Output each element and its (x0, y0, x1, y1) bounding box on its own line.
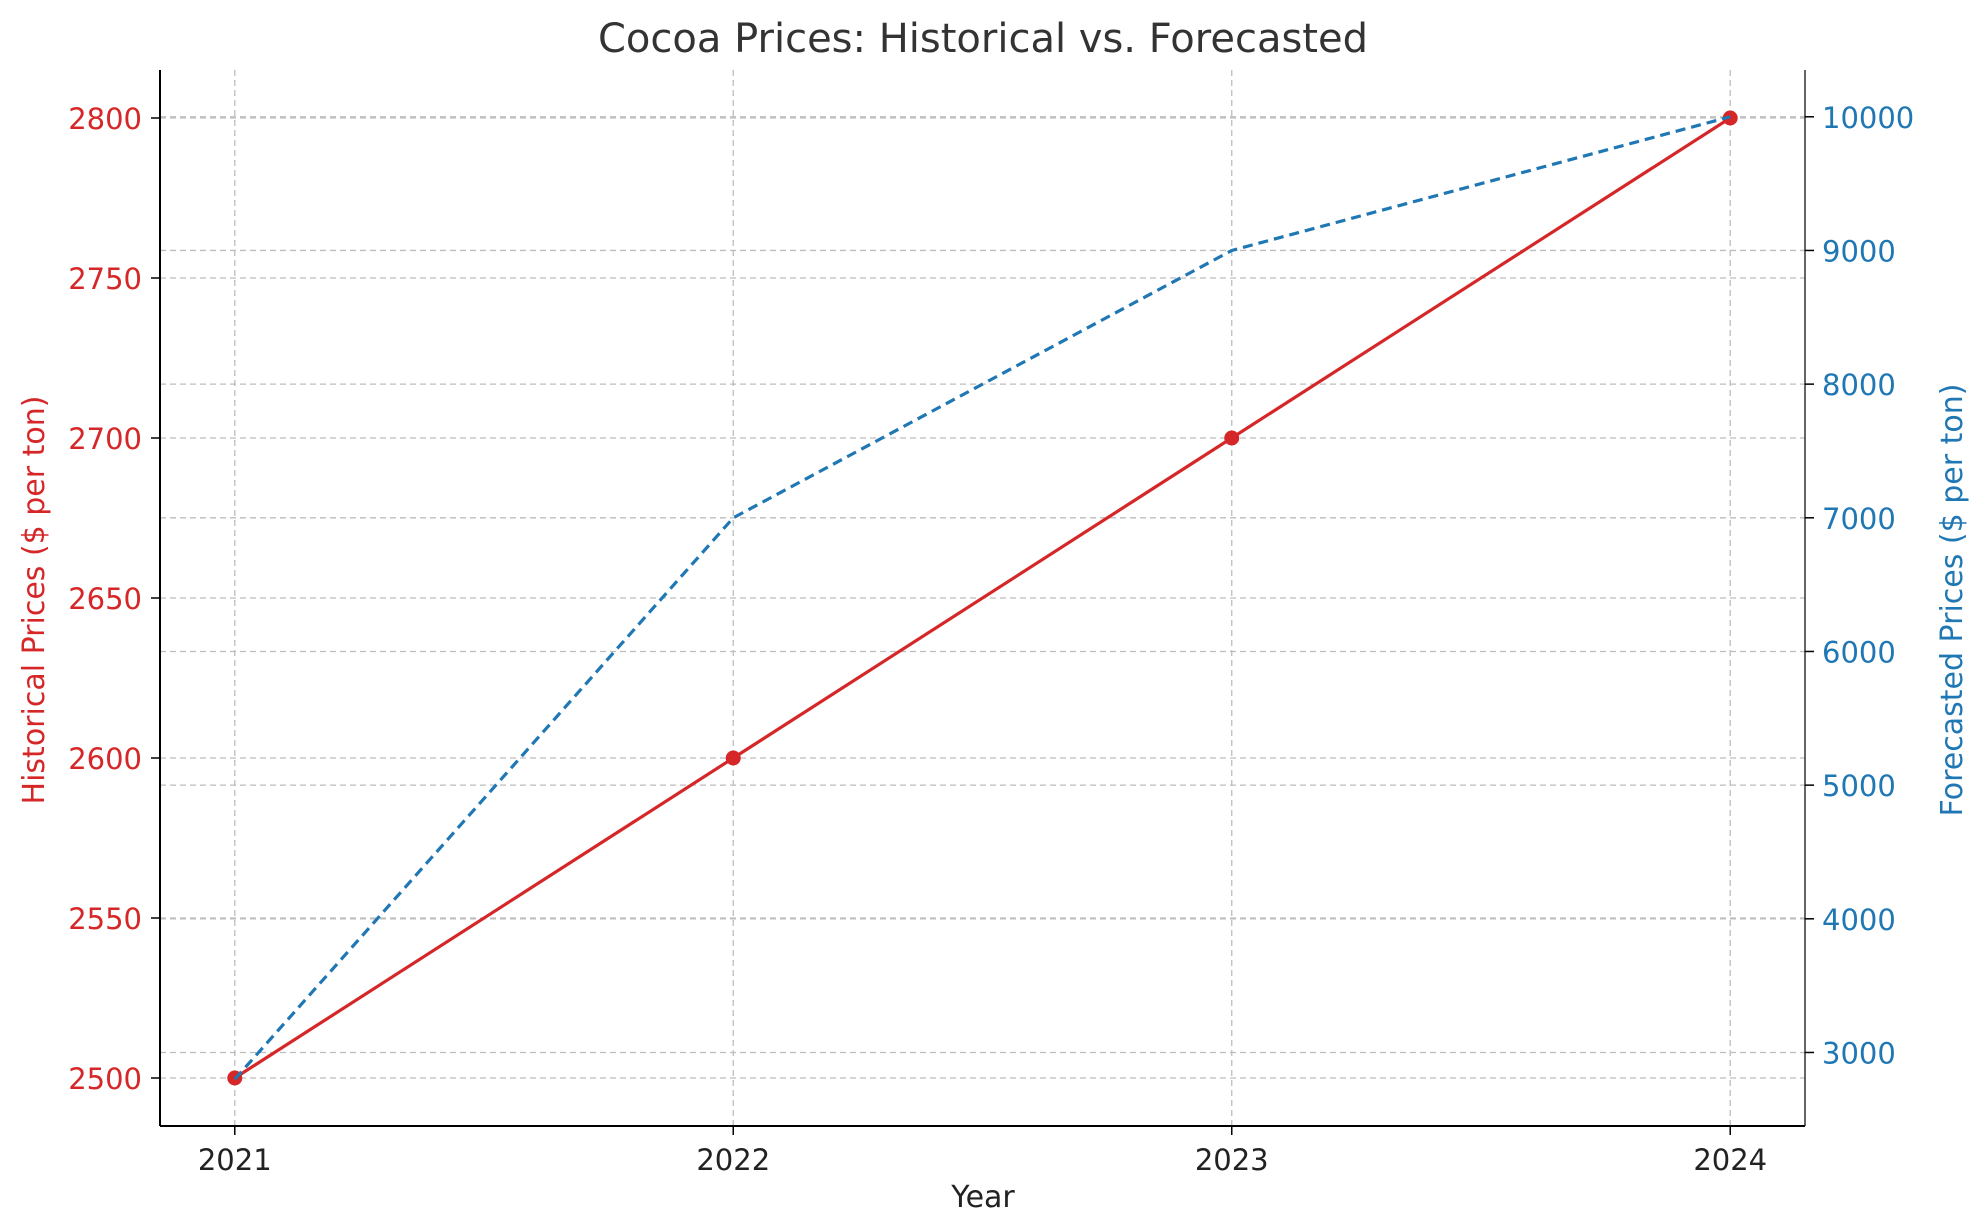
y-right-tick-label: 9000 (1822, 234, 1896, 268)
y-left-tick-label: 2750 (68, 262, 142, 296)
series-layer (227, 110, 1738, 1086)
y-right-tick-label: 3000 (1822, 1036, 1896, 1070)
series-line-historical (233, 116, 1732, 1080)
y-right-tick-label: 5000 (1822, 769, 1896, 803)
y-right-tick-label: 7000 (1822, 502, 1896, 536)
x-axis-label: Year (950, 1180, 1015, 1215)
y-left-tick-label: 2650 (68, 582, 142, 616)
y-right-tick-label: 8000 (1822, 368, 1896, 402)
y-left-tick-label: 2800 (68, 102, 142, 136)
y-left-tick-label: 2500 (68, 1062, 142, 1096)
y-left-tick-label: 2550 (68, 902, 142, 936)
y-left-tick-label: 2600 (68, 742, 142, 776)
y-right-tick-label: 10000 (1822, 101, 1914, 135)
x-tick-label: 2021 (198, 1143, 272, 1177)
y-right-tick-label: 6000 (1822, 635, 1896, 669)
x-tick-label: 2023 (1195, 1143, 1269, 1177)
data-point-marker (725, 750, 741, 766)
x-tick-label: 2024 (1693, 1143, 1767, 1177)
y-axis-label-right: Forecasted Prices ($ per ton) (1935, 384, 1970, 817)
y-axis-label-left: Historical Prices ($ per ton) (17, 396, 52, 805)
chart-title: Cocoa Prices: Historical vs. Forecasted (598, 16, 1368, 62)
axes-layer: 2021 2022 2023 2024 2500 2550 2600 2650 2700 2750… (68, 70, 1914, 1177)
series-line-forecasted (233, 115, 1731, 1081)
data-point-marker (1224, 430, 1240, 446)
y-right-tick-label: 4000 (1822, 903, 1896, 937)
y-left-tick-label: 2700 (68, 422, 142, 456)
x-tick-label: 2022 (696, 1143, 770, 1177)
grid-layer (160, 70, 1805, 1126)
labels-layer: Cocoa Prices: Historical vs. Forecasted … (17, 16, 1970, 1215)
